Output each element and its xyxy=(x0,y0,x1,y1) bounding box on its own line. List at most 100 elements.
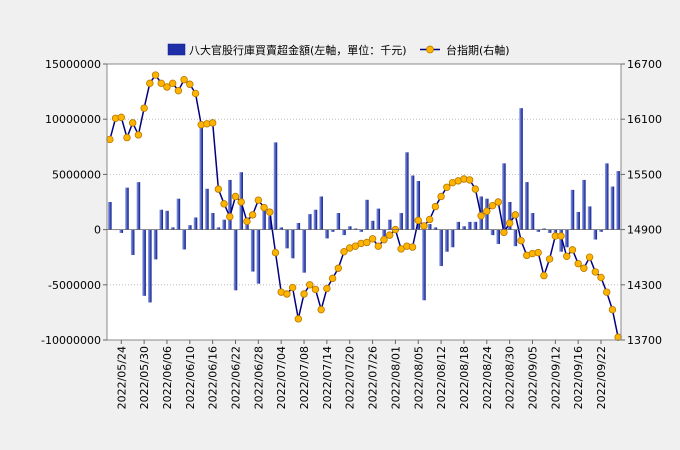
line-point xyxy=(186,80,194,88)
line-point xyxy=(363,238,371,247)
bar xyxy=(188,225,192,230)
line-point xyxy=(146,79,154,88)
line-point xyxy=(494,198,502,206)
x-axis-label: 2022/08/12 xyxy=(435,346,448,409)
bar xyxy=(205,188,209,230)
line-point xyxy=(563,252,571,260)
bar xyxy=(353,228,358,230)
legend: 八大官股行庫買賣超金額(左軸，單位：千元) 台指期(右軸) xyxy=(167,43,510,57)
x-axis-label: 2022/08/05 xyxy=(412,346,425,409)
line-point xyxy=(323,284,331,293)
line-point xyxy=(117,113,125,122)
bar xyxy=(302,229,306,273)
bar xyxy=(445,229,449,252)
x-axis-label: 2022/08/01 xyxy=(389,346,402,409)
bar xyxy=(279,227,283,230)
bar xyxy=(576,211,580,230)
bar xyxy=(370,220,375,230)
bar xyxy=(530,213,535,230)
bar xyxy=(216,227,221,230)
bar xyxy=(507,202,512,230)
bar xyxy=(182,229,186,250)
bar xyxy=(159,209,164,230)
left-axis-label: 15000000 xyxy=(45,58,101,71)
line-point xyxy=(425,215,434,224)
line-point xyxy=(471,185,480,193)
bar xyxy=(210,213,215,230)
bar xyxy=(325,229,329,239)
x-axis-label: 2022/05/24 xyxy=(115,346,128,409)
right-axis-label: 16700 xyxy=(627,58,662,71)
line-point xyxy=(306,281,314,289)
legend-bar-swatch xyxy=(167,43,186,56)
line-point xyxy=(294,315,303,323)
bar xyxy=(524,182,529,230)
line-point xyxy=(226,213,234,221)
line-point xyxy=(608,305,617,314)
x-axis-label: 2022/06/28 xyxy=(252,346,265,409)
bar xyxy=(405,152,409,230)
line-point xyxy=(574,259,582,268)
bar xyxy=(450,229,455,248)
line-point xyxy=(174,86,183,95)
right-axis-label: 14300 xyxy=(627,279,662,292)
bar xyxy=(462,226,466,230)
bar xyxy=(290,229,295,259)
right-axis-label: 16100 xyxy=(627,113,662,126)
bar xyxy=(502,163,506,230)
bar xyxy=(119,229,124,233)
right-axis-label: 13700 xyxy=(627,334,662,347)
bar xyxy=(433,227,438,230)
right-axis-label: 15500 xyxy=(627,168,662,181)
x-axis-label: 2022/09/22 xyxy=(595,346,608,409)
x-axis-label: 2022/09/12 xyxy=(549,346,562,409)
right-axis-label: 14900 xyxy=(627,224,662,237)
line-point xyxy=(168,79,177,88)
bar xyxy=(336,213,341,230)
bar xyxy=(176,198,181,230)
bar xyxy=(273,142,278,230)
line-point xyxy=(591,268,599,276)
bar xyxy=(587,206,592,230)
x-axis-label: 2022/09/16 xyxy=(572,346,585,409)
bar xyxy=(467,221,472,230)
line-point xyxy=(420,222,428,230)
line-point xyxy=(134,131,143,139)
bar xyxy=(570,189,575,230)
plot-area xyxy=(107,64,621,340)
x-axis-label: 2022/06/22 xyxy=(230,346,243,409)
x-axis-label: 2022/08/24 xyxy=(481,346,494,409)
bar xyxy=(267,216,272,230)
bar xyxy=(496,229,500,244)
bar xyxy=(416,181,421,230)
line-point xyxy=(106,135,114,144)
line-point xyxy=(151,71,160,79)
bar xyxy=(347,226,352,230)
bar xyxy=(376,208,381,230)
line-point xyxy=(431,202,440,211)
line-point xyxy=(540,271,548,280)
line-point xyxy=(477,212,485,220)
line-point xyxy=(603,288,611,296)
bar xyxy=(313,209,318,230)
bar xyxy=(473,221,478,230)
bar xyxy=(233,229,238,291)
bar xyxy=(439,229,443,267)
line-point xyxy=(380,236,388,244)
x-axis-label: 2022/08/30 xyxy=(504,346,517,409)
bar xyxy=(536,229,540,232)
bar xyxy=(342,229,346,236)
bar xyxy=(153,229,158,260)
line-point xyxy=(483,207,491,215)
bar xyxy=(427,224,432,230)
line-point xyxy=(465,176,474,184)
bar xyxy=(599,229,603,232)
line-point xyxy=(214,185,223,193)
line-point xyxy=(180,75,188,84)
line-point xyxy=(597,273,605,282)
bar xyxy=(296,222,301,230)
axes: 15000000 10000000 5000000 0 -5000000 -1000000… xyxy=(41,58,662,409)
bar xyxy=(547,229,552,233)
x-axis-label: 2022/06/06 xyxy=(161,346,174,409)
x-axis-label: 2022/08/18 xyxy=(458,346,471,409)
